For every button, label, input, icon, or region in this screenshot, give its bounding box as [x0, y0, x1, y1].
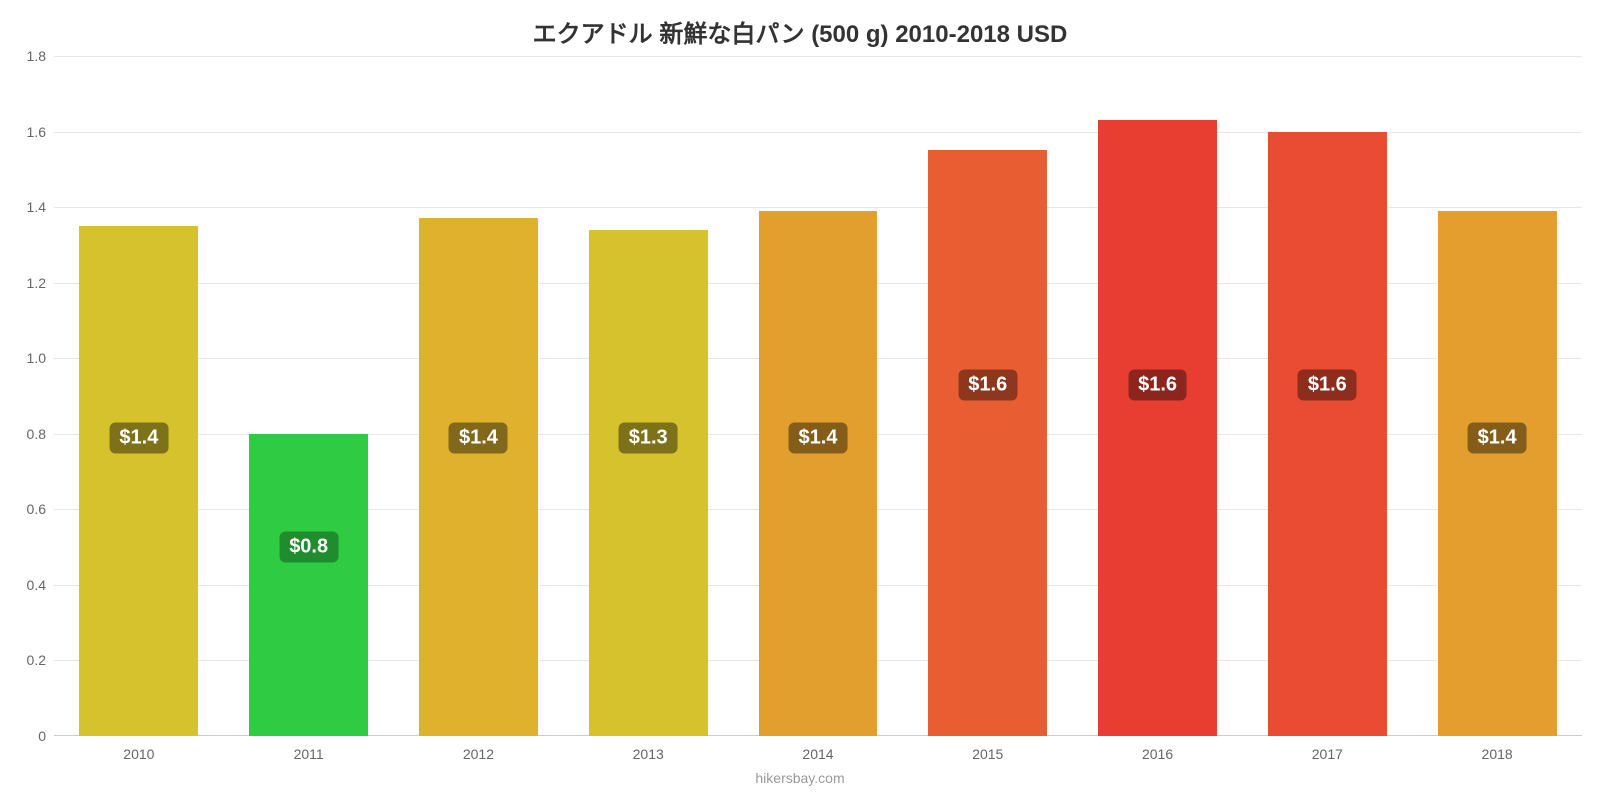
y-tick-label: 0.2	[27, 652, 54, 668]
bar	[759, 211, 878, 736]
bar-value-label: $1.3	[619, 422, 678, 453]
chart-title: エクアドル 新鮮な白パン (500 g) 2010-2018 USD	[0, 14, 1600, 49]
y-tick-label: 1.6	[27, 124, 54, 140]
bar-value-label: $1.6	[1298, 369, 1357, 400]
bar	[1098, 120, 1217, 736]
x-tick-label: 2012	[463, 736, 494, 762]
source-attribution: hikersbay.com	[0, 770, 1600, 786]
bar-value-label: $1.4	[789, 422, 848, 453]
x-tick-label: 2017	[1312, 736, 1343, 762]
bar	[928, 150, 1047, 736]
bar-chart: エクアドル 新鮮な白パン (500 g) 2010-2018 USD 00.20…	[0, 0, 1600, 800]
bar-value-label: $1.4	[1468, 422, 1527, 453]
bar	[79, 226, 198, 736]
x-tick-label: 2010	[123, 736, 154, 762]
y-tick-label: 0	[38, 728, 54, 744]
y-tick-label: 0.6	[27, 501, 54, 517]
bar-value-label: $0.8	[279, 532, 338, 563]
bar	[1438, 211, 1557, 736]
x-tick-label: 2011	[294, 736, 324, 762]
y-tick-label: 1.4	[27, 199, 54, 215]
y-tick-label: 1.2	[27, 275, 54, 291]
bar-value-label: $1.6	[958, 369, 1017, 400]
bar-value-label: $1.4	[109, 422, 168, 453]
x-tick-label: 2018	[1482, 736, 1513, 762]
bar	[249, 434, 368, 736]
y-tick-label: 1.0	[27, 350, 54, 366]
bar	[1268, 132, 1387, 736]
gridline	[54, 56, 1582, 57]
bar-value-label: $1.6	[1128, 369, 1187, 400]
bar	[589, 230, 708, 736]
x-tick-label: 2014	[802, 736, 833, 762]
x-tick-label: 2015	[972, 736, 1003, 762]
plot-area: 00.20.40.60.81.01.21.41.61.82010$1.42011…	[54, 56, 1582, 736]
y-tick-label: 1.8	[27, 48, 54, 64]
bar	[419, 218, 538, 736]
y-tick-label: 0.8	[27, 426, 54, 442]
y-tick-label: 0.4	[27, 577, 54, 593]
x-tick-label: 2013	[633, 736, 664, 762]
x-tick-label: 2016	[1142, 736, 1173, 762]
bar-value-label: $1.4	[449, 422, 508, 453]
